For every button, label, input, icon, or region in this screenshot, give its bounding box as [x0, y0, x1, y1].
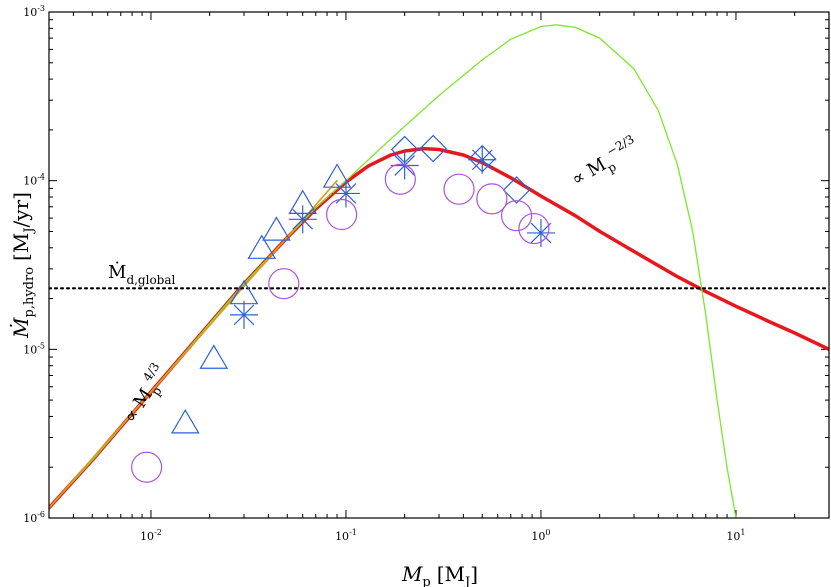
y-tick-label: 10-3 [23, 4, 45, 19]
orange-power-law-line [49, 179, 338, 509]
circle-marker [131, 451, 163, 483]
diamond-marker [419, 134, 448, 163]
marker-layer [131, 134, 555, 483]
x-tick-label: 10-2 [140, 528, 162, 543]
circle-marker [443, 173, 475, 205]
y-axis-title: Ṁp,hydro[MJ/yr] [9, 192, 37, 339]
circle-marker [384, 163, 416, 195]
label-layer: 10-2 10-1 100 101 10-6 10-5 10-4 10-3 [23, 4, 745, 543]
asterisk-marker [468, 145, 497, 174]
red-model-curve [49, 146, 829, 510]
asterisk-marker [230, 300, 258, 329]
triangle-marker [170, 408, 200, 434]
plot-frame [48, 11, 830, 519]
asterisk-stroke [233, 304, 255, 326]
y-tick-label: 10-6 [23, 510, 45, 525]
y-tick-label: 10-4 [23, 173, 45, 188]
circle-marker [268, 268, 300, 300]
tick-layer [48, 11, 830, 519]
asterisk-stroke [471, 149, 493, 171]
asterisk-stroke [292, 208, 314, 230]
high-mass-slope-label: ∝ Mp−2/3 [566, 132, 644, 194]
curve-layer [49, 24, 829, 518]
circle-marker [518, 212, 550, 245]
asterisk-marker [331, 179, 360, 208]
global-rate-label: Ṁd,global [108, 260, 176, 287]
triangle-marker [247, 234, 277, 259]
low-mass-slope-label: ∝ Mp4/3 [116, 360, 175, 429]
asterisk-stroke [394, 155, 415, 176]
circle-marker [326, 198, 358, 231]
asterisk-marker [288, 205, 317, 234]
y-tick-label: 10-5 [23, 341, 45, 356]
green-model-curve [49, 24, 737, 518]
asterisk-marker [526, 218, 555, 247]
triangle-marker [262, 216, 291, 241]
x-tick-label: 100 [531, 528, 550, 543]
x-axis-title: Mp [MJ] [401, 562, 478, 587]
circle-marker [476, 183, 508, 215]
circle-marker [500, 200, 533, 232]
x-tick-label: 10-1 [335, 528, 357, 543]
asterisk-stroke [530, 222, 552, 244]
triangle-marker [199, 344, 229, 369]
diamond-marker [502, 176, 531, 204]
triangle-marker [322, 163, 352, 188]
x-tick-label: 101 [726, 528, 745, 543]
